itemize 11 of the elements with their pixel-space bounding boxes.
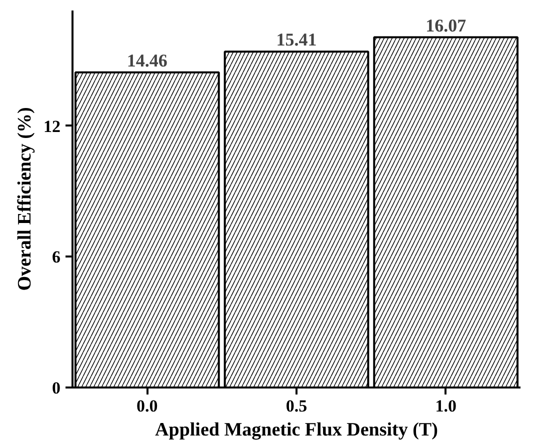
data-label: 15.41 bbox=[276, 30, 317, 50]
data-label: 16.07 bbox=[426, 15, 466, 36]
x-tick-label: 1.0 bbox=[435, 396, 456, 416]
y-axis-title: Overall Efficiency (%) bbox=[14, 107, 36, 291]
x-tick-label: 0.5 bbox=[286, 396, 308, 416]
x-axis-title: Applied Magnetic Flux Density (T) bbox=[155, 420, 438, 440]
y-tick-label: 12 bbox=[44, 116, 60, 136]
x-tick-label: 0.0 bbox=[136, 396, 158, 416]
y-tick-label: 6 bbox=[52, 248, 60, 267]
data-label: 14.46 bbox=[126, 50, 168, 70]
y-tick-label: 0 bbox=[52, 378, 60, 398]
